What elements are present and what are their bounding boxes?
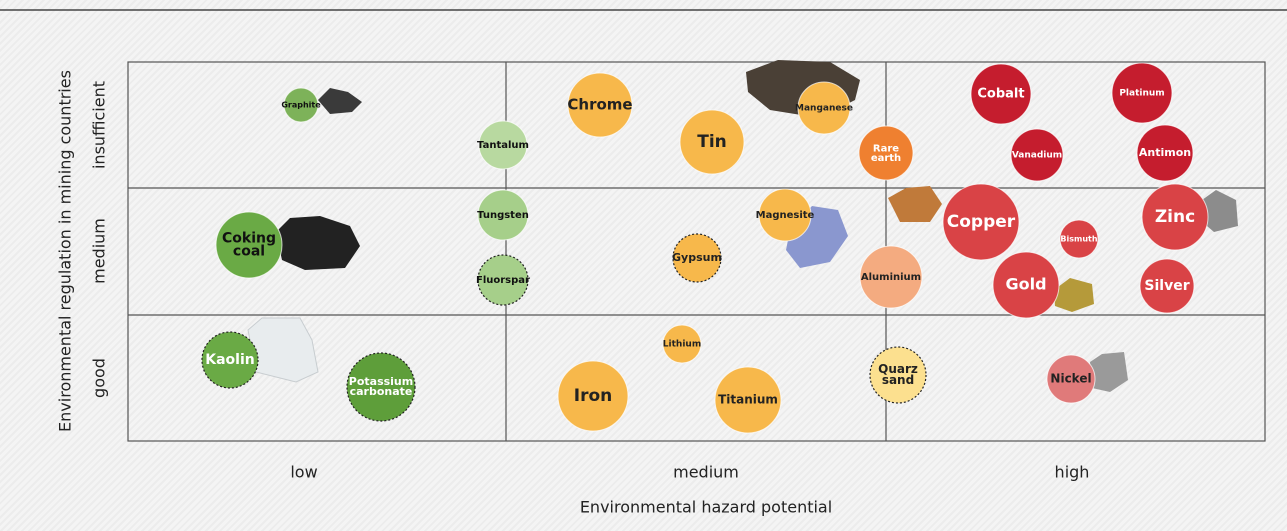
material-bubble — [942, 183, 1020, 261]
material-bubble — [1046, 354, 1096, 404]
material-label: Platinum — [1119, 89, 1164, 99]
rock-image — [318, 88, 362, 114]
material-label: Silver — [1144, 278, 1189, 294]
material-label: Magnesite — [756, 210, 815, 221]
x-category: low — [290, 463, 317, 482]
material-bubble — [283, 87, 319, 123]
material-label: Zinc — [1155, 207, 1195, 227]
material-bubble — [477, 189, 529, 241]
material-bubble — [1136, 124, 1194, 182]
material-label: Copper — [947, 212, 1016, 232]
material-bubble — [1141, 183, 1209, 251]
y-axis-title: Environmental regulation in mining count… — [56, 70, 75, 432]
material-label: sand — [882, 373, 914, 387]
material-bubble — [662, 324, 702, 364]
material-label: Antimon — [1139, 146, 1191, 159]
y-category: medium — [90, 218, 109, 284]
material-bubble — [1111, 62, 1173, 124]
y-category: insufficient — [90, 81, 109, 169]
material-label: Graphite — [281, 101, 321, 110]
material-label: Fluorspar — [476, 275, 530, 286]
material-bubble — [859, 245, 923, 309]
rock-image — [1054, 278, 1094, 312]
material-bubble — [858, 125, 914, 181]
material-label: Aluminium — [861, 272, 921, 283]
rock-image — [888, 186, 942, 222]
material-label: Potassium — [349, 375, 413, 388]
material-bubble — [477, 254, 529, 306]
material-label: Titanium — [718, 393, 778, 407]
material-bubble — [557, 360, 629, 432]
material-bubble — [478, 120, 528, 170]
x-category: medium — [673, 463, 739, 482]
material-bubble — [1139, 258, 1195, 314]
material-label: Gypsum — [672, 251, 722, 264]
material-label: Gold — [1005, 275, 1046, 294]
material-label: Rare — [873, 143, 899, 154]
material-bubble — [1059, 219, 1099, 259]
material-label: Bismuth — [1060, 235, 1097, 244]
material-bubble — [201, 331, 259, 389]
material-bubble — [346, 352, 416, 422]
rock-image — [1200, 190, 1238, 232]
x-axis-title: Environmental hazard potential — [580, 498, 832, 517]
material-label: Tantalum — [477, 140, 529, 151]
material-bubble — [679, 109, 745, 175]
material-label: Iron — [574, 386, 613, 406]
material-label: Vanadium — [1012, 151, 1062, 161]
material-label: earth — [871, 153, 901, 164]
material-label: Quarz — [878, 362, 918, 376]
material-bubble — [567, 72, 633, 138]
material-bubble — [992, 251, 1060, 319]
material-bubble — [869, 346, 927, 404]
material-label: Tungsten — [477, 210, 529, 221]
material-label: coal — [233, 244, 265, 260]
material-bubble — [1010, 128, 1064, 182]
material-bubble — [714, 366, 782, 434]
material-label: Lithium — [663, 340, 701, 350]
material-bubble — [215, 211, 283, 279]
material-label: Coking — [222, 230, 276, 246]
material-label: Tin — [697, 132, 727, 152]
rock-image — [276, 216, 360, 270]
material-label: Chrome — [567, 96, 632, 114]
rock-image — [1090, 352, 1128, 392]
material-bubble — [797, 81, 851, 135]
x-category: high — [1055, 463, 1090, 482]
material-label: Nickel — [1050, 372, 1091, 386]
material-bubble — [672, 233, 722, 283]
material-label: carbonate — [350, 385, 413, 398]
material-bubble — [758, 188, 812, 242]
plot-frame — [127, 61, 1266, 442]
material-label: Kaolin — [205, 352, 254, 368]
y-category: good — [90, 358, 109, 398]
material-label: Manganese — [795, 104, 853, 114]
rock-image — [247, 317, 319, 383]
material-label: Cobalt — [977, 87, 1024, 102]
material-bubble — [970, 63, 1032, 125]
